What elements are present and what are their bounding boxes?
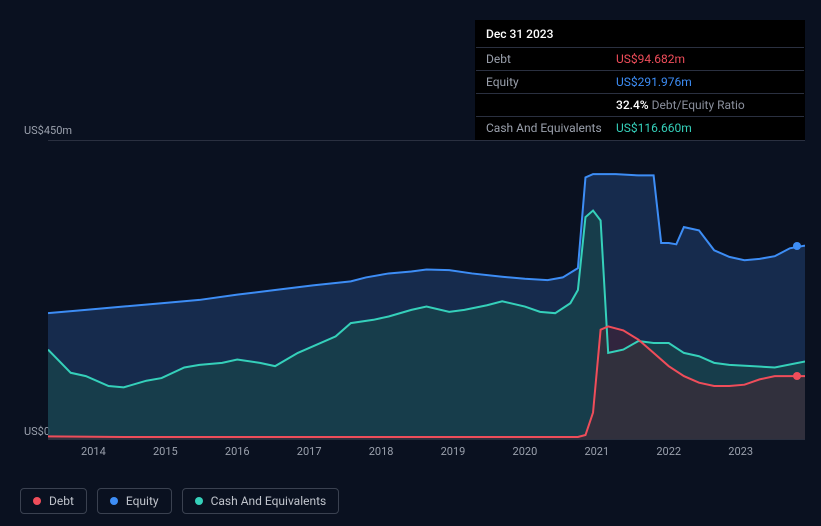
- x-axis-tick: 2018: [369, 445, 394, 458]
- tooltip-row-value: US$94.682m: [616, 52, 794, 66]
- x-axis-ticks: 2014 2015 2016 2017 2018 2019 2020 2021 2022 2023: [48, 445, 805, 465]
- x-axis-tick: 2015: [153, 445, 178, 458]
- x-axis-tick: 2017: [297, 445, 322, 458]
- y-axis-max-label: US$450m: [24, 124, 72, 137]
- tooltip-row-label: Debt: [486, 52, 616, 66]
- tooltip-row: 32.4% Debt/Equity Ratio: [476, 94, 804, 117]
- tooltip-row-label: Cash And Equivalents: [486, 121, 616, 135]
- legend-swatch: [33, 497, 41, 505]
- legend-label: Equity: [126, 494, 159, 508]
- x-axis-tick: 2022: [656, 445, 681, 458]
- x-axis-tick: 2019: [441, 445, 466, 458]
- debt-equity-chart[interactable]: US$450m US$0 2014 2015 2016 2017 2018 2019 202…: [16, 120, 805, 460]
- x-axis-tick: 2023: [728, 445, 753, 458]
- tooltip-row-label: [486, 98, 616, 112]
- chart-legend: Debt Equity Cash And Equivalents: [20, 488, 339, 514]
- tooltip-row: EquityUS$291.976m: [476, 71, 804, 94]
- legend-item[interactable]: Debt: [20, 488, 87, 514]
- tooltip-row: DebtUS$94.682m: [476, 48, 804, 71]
- chart-marker: [793, 372, 801, 380]
- chart-marker: [793, 242, 801, 250]
- x-axis-tick: 2016: [225, 445, 250, 458]
- legend-label: Cash And Equivalents: [211, 494, 327, 508]
- x-axis-tick: 2021: [584, 445, 609, 458]
- tooltip-row-value: 32.4% Debt/Equity Ratio: [616, 98, 794, 112]
- legend-item[interactable]: Cash And Equivalents: [182, 488, 340, 514]
- chart-plot-area[interactable]: [48, 140, 805, 440]
- legend-label: Debt: [49, 494, 74, 508]
- x-axis-tick: 2020: [513, 445, 538, 458]
- tooltip-row-value: US$116.660m: [616, 121, 794, 135]
- tooltip-date: Dec 31 2023: [476, 21, 804, 48]
- legend-item[interactable]: Equity: [97, 488, 172, 514]
- legend-swatch: [195, 497, 203, 505]
- legend-swatch: [110, 497, 118, 505]
- x-axis-tick: 2014: [81, 445, 106, 458]
- tooltip-row-label: Equity: [486, 75, 616, 89]
- y-axis-min-label: US$0: [24, 425, 50, 438]
- tooltip-row: Cash And EquivalentsUS$116.660m: [476, 117, 804, 139]
- tooltip-row-value: US$291.976m: [616, 75, 794, 89]
- chart-tooltip: Dec 31 2023 DebtUS$94.682mEquityUS$291.9…: [475, 20, 805, 140]
